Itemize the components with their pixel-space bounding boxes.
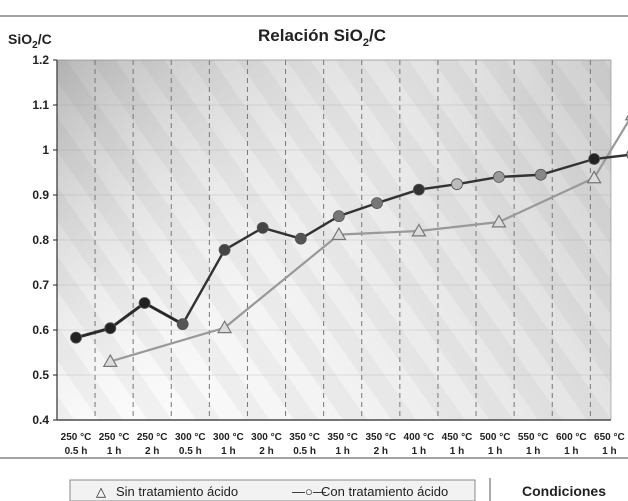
x-tick-time-5: 2 h [259,446,273,457]
x-tick-time-2: 2 h [145,446,159,457]
title-subscript: 2 [363,37,369,49]
x-tick-temp-12: 550 °C [518,432,549,443]
point-sin-0 [102,353,118,367]
ylabel-tail: /C [38,31,52,47]
x-tick-time-14: 1 h [602,446,616,457]
legend-symbol-triangle: △ [96,484,106,499]
y-tick-label-7: 1.1 [32,98,49,112]
x-tick-temp-6: 350 °C [289,432,320,443]
point-con-7 [332,210,345,223]
x-tick-temp-13: 600 °C [556,432,587,443]
legend-label-con: Con tratamiento ácido [321,484,448,499]
x-axis-label: Condiciones [522,483,606,499]
y-tick-label-5: 0.9 [32,188,49,202]
x-tick-temp-11: 500 °C [480,432,511,443]
x-tick-time-10: 1 h [450,446,464,457]
point-con-11 [493,171,505,183]
y-tick-labels: 0.4 0.5 0.6 0.7 0.8 0.9 1 1.1 1.2 [32,53,57,427]
x-tick-temp-10: 450 °C [442,432,473,443]
x-tick-temp-9: 400 °C [404,432,435,443]
x-tick-time-9: 1 h [412,446,426,457]
series-layer [70,114,628,367]
point-sin-3 [411,223,427,237]
y-axis-label: SiO2/C [8,31,52,51]
point-con-9 [412,183,425,196]
x-tick-time-4: 1 h [221,446,235,457]
x-tick-time-6: 0.5 h [293,446,316,457]
x-tick-temp-4: 300 °C [213,432,244,443]
series-line-con [181,153,628,325]
series-con-tratamiento [70,150,628,344]
point-con-13 [588,153,601,165]
chart-title: Relación SiO2/C [258,26,386,49]
x-tick-temp-7: 350 °C [327,432,358,443]
point-con-8 [371,197,383,210]
x-tick-temp-0: 250 °C [61,432,92,443]
x-tick-temp-8: 350 °C [365,432,396,443]
y-tick-label-3: 0.7 [32,278,49,292]
y-tick-label-6: 1 [42,143,49,157]
series-sin-tratamiento [102,114,628,367]
y-tick-label-0: 0.4 [32,413,49,427]
ylabel-subscript: 2 [32,40,38,51]
point-con-0 [70,331,82,344]
point-con-1 [104,322,117,335]
x-tick-time-13: 1 h [564,446,578,457]
x-tick-time-12: 1 h [526,446,540,457]
point-con-4 [218,243,231,256]
x-tick-temp-2: 250 °C [137,432,168,443]
legend-symbol-circle: —○— [292,484,326,499]
point-con-2 [138,297,151,309]
x-tick-time-8: 2 h [374,446,388,457]
y-tick-label-2: 0.6 [32,323,49,337]
title-tail: /C [369,26,386,45]
point-sin-5 [586,170,602,184]
title-main: Relación SiO [258,26,363,45]
x-tick-temp-5: 300 °C [251,432,282,443]
point-con-6 [294,232,307,245]
y-tick-label-8: 1.2 [32,53,49,67]
x-tick-temp-14: 650 °C [594,432,625,443]
point-sin-1 [217,320,233,334]
legend-box [69,479,476,501]
y-tick-label-4: 0.8 [32,233,49,247]
point-con-5 [256,221,269,234]
x-tick-time-3: 0.5 h [179,446,202,457]
series-line-con-dark [75,301,184,340]
point-sin-4 [491,214,507,228]
point-sin-6 [624,114,628,121]
x-tick-time-0: 0.5 h [65,446,88,457]
point-sin-2 [331,226,347,241]
legend: △ Sin tratamiento ácido —○— Con tratamie… [69,479,476,501]
point-con-10 [451,178,463,191]
x-tick-time-1: 1 h [107,446,121,457]
x-tick-labels: 250 °C 0.5 h 250 °C 1 h 250 °C 2 h 300 °C 0.5 h… [61,432,625,457]
legend-label-sin: Sin tratamiento ácido [116,484,238,499]
point-con-12 [534,168,547,181]
x-tick-temp-3: 300 °C [175,432,206,443]
point-con-3 [176,318,189,331]
x-tick-time-7: 1 h [335,446,349,457]
x-tick-temp-1: 250 °C [99,432,130,443]
ylabel-main: SiO [8,31,32,47]
y-tick-label-1: 0.5 [32,368,49,382]
x-tick-time-11: 1 h [488,446,502,457]
